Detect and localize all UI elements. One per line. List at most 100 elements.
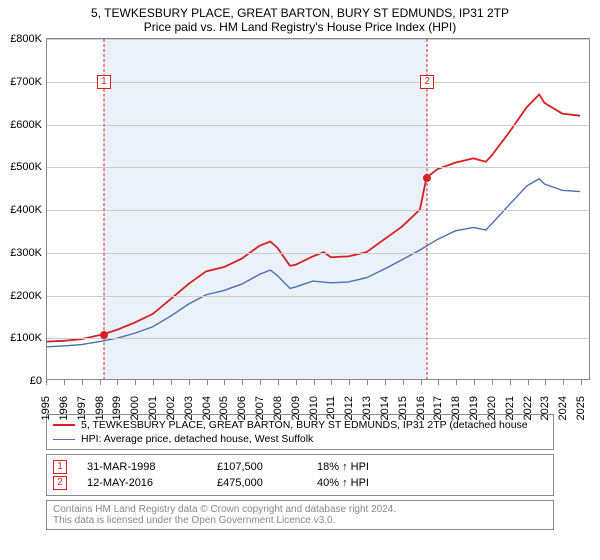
x-tick-mark <box>117 380 118 385</box>
y-tick-label: £500K <box>10 161 46 173</box>
x-tick-mark <box>510 380 511 385</box>
x-tick-mark <box>64 380 65 385</box>
y-tick-label: £200K <box>10 290 46 302</box>
x-tick-label: 1997 <box>76 396 88 420</box>
marker-dot <box>423 174 431 182</box>
y-axis-line <box>46 38 47 380</box>
marker-price: £475,000 <box>217 477 297 489</box>
x-tick-mark <box>278 380 279 385</box>
marker-dot <box>100 331 108 339</box>
x-tick-label: 2019 <box>468 396 480 420</box>
x-tick-mark <box>385 380 386 385</box>
x-tick-label: 2005 <box>218 396 230 420</box>
y-tick-label: £400K <box>10 204 46 216</box>
x-tick-mark <box>314 380 315 385</box>
chart-area: £0£100K£200K£300K£400K£500K£600K£700K£80… <box>46 38 590 408</box>
x-tick-label: 1998 <box>94 396 106 420</box>
x-tick-mark <box>296 380 297 385</box>
x-tick-label: 1996 <box>58 396 70 420</box>
gridline <box>46 253 589 254</box>
gridline <box>46 338 589 339</box>
series-property <box>46 94 580 341</box>
x-tick-label: 2011 <box>325 396 337 420</box>
x-tick-mark <box>367 380 368 385</box>
legend-swatch <box>53 424 75 426</box>
x-tick-label: 2008 <box>272 396 284 420</box>
x-tick-label: 2022 <box>522 396 534 420</box>
gridline <box>46 125 589 126</box>
gridline <box>46 39 589 40</box>
x-tick-label: 2007 <box>254 396 266 420</box>
x-tick-mark <box>528 380 529 385</box>
x-tick-mark <box>349 380 350 385</box>
x-tick-mark <box>260 380 261 385</box>
x-axis: 1995199619971998199920002001200220032004… <box>46 380 590 408</box>
marker-row: 131-MAR-1998£107,50018% ↑ HPI <box>53 459 547 475</box>
series-hpi <box>46 179 580 347</box>
x-tick-mark <box>545 380 546 385</box>
x-tick-label: 2004 <box>201 396 213 420</box>
x-tick-label: 1999 <box>111 396 123 420</box>
x-tick-label: 2021 <box>504 396 516 420</box>
x-tick-label: 2018 <box>450 396 462 420</box>
marker-vline <box>103 39 104 380</box>
x-tick-label: 2009 <box>290 396 302 420</box>
marker-row: 212-MAY-2016£475,00040% ↑ HPI <box>53 475 547 491</box>
gridline <box>46 82 589 83</box>
y-tick-label: £700K <box>10 76 46 88</box>
x-tick-mark <box>224 380 225 385</box>
x-tick-mark <box>153 380 154 385</box>
x-tick-label: 2016 <box>415 396 427 420</box>
x-tick-mark <box>135 380 136 385</box>
marker-date: 12-MAY-2016 <box>87 477 197 489</box>
x-tick-label: 2002 <box>165 396 177 420</box>
x-tick-mark <box>331 380 332 385</box>
x-tick-label: 2003 <box>183 396 195 420</box>
x-tick-mark <box>403 380 404 385</box>
x-tick-mark <box>171 380 172 385</box>
marker-row-box: 1 <box>53 460 67 474</box>
marker-row-box: 2 <box>53 476 67 490</box>
footer-line1: Contains HM Land Registry data © Crown c… <box>53 504 547 515</box>
x-tick-label: 2013 <box>361 396 373 420</box>
x-tick-label: 2006 <box>236 396 248 420</box>
y-tick-label: £600K <box>10 119 46 131</box>
gridline <box>46 167 589 168</box>
x-tick-label: 2001 <box>147 396 159 420</box>
x-tick-mark <box>82 380 83 385</box>
legend-swatch <box>53 439 75 440</box>
chart-subtitle: Price paid vs. HM Land Registry's House … <box>0 20 600 38</box>
x-tick-label: 1995 <box>40 396 52 420</box>
legend-label: HPI: Average price, detached house, West… <box>81 433 313 445</box>
x-tick-mark <box>492 380 493 385</box>
x-tick-label: 2014 <box>379 396 391 420</box>
x-tick-label: 2015 <box>397 396 409 420</box>
x-tick-mark <box>100 380 101 385</box>
x-tick-label: 2020 <box>486 396 498 420</box>
x-tick-label: 2023 <box>539 396 551 420</box>
marker-vline <box>427 39 428 380</box>
gridline <box>46 210 589 211</box>
gridline <box>46 296 589 297</box>
x-tick-mark <box>46 380 47 385</box>
x-tick-mark <box>581 380 582 385</box>
x-tick-mark <box>563 380 564 385</box>
legend-row: HPI: Average price, detached house, West… <box>53 432 547 446</box>
footer-line2: This data is licensed under the Open Gov… <box>53 515 547 526</box>
x-tick-mark <box>421 380 422 385</box>
x-tick-mark <box>456 380 457 385</box>
markers-table: 131-MAR-1998£107,50018% ↑ HPI212-MAY-201… <box>46 454 554 496</box>
marker-box: 1 <box>97 75 111 89</box>
x-tick-label: 2012 <box>343 396 355 420</box>
x-tick-mark <box>474 380 475 385</box>
y-tick-label: £800K <box>10 33 46 45</box>
x-tick-label: 2000 <box>129 396 141 420</box>
x-tick-mark <box>438 380 439 385</box>
x-tick-mark <box>189 380 190 385</box>
x-tick-label: 2010 <box>308 396 320 420</box>
x-tick-mark <box>242 380 243 385</box>
marker-date: 31-MAR-1998 <box>87 461 197 473</box>
x-tick-mark <box>207 380 208 385</box>
chart-title: 5, TEWKESBURY PLACE, GREAT BARTON, BURY … <box>0 0 600 20</box>
marker-price: £107,500 <box>217 461 297 473</box>
